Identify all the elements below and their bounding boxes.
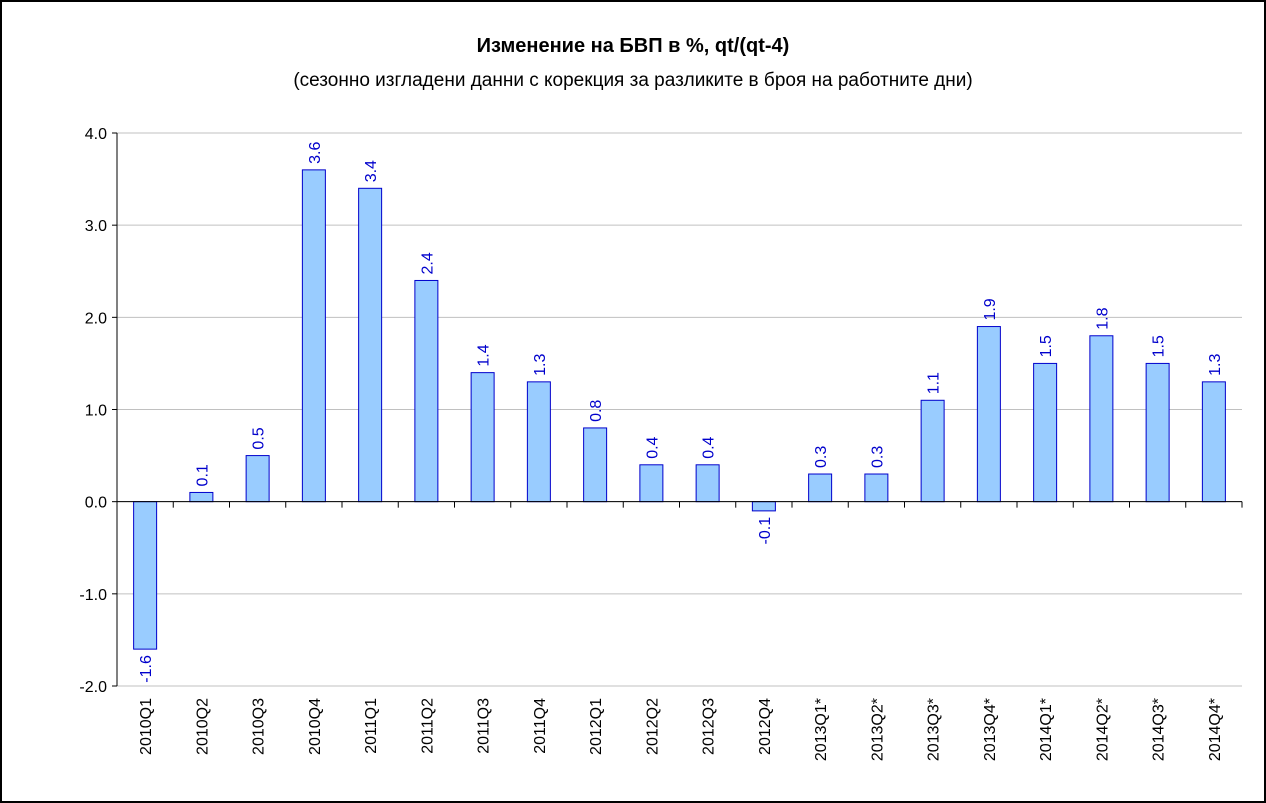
x-tick-label: 2011Q4 bbox=[532, 698, 549, 754]
value-label: 2.4 bbox=[419, 252, 436, 274]
bar bbox=[808, 473, 833, 503]
x-tick-label: 2013Q2* bbox=[869, 698, 886, 761]
bar bbox=[976, 326, 1001, 503]
x-tick-label: 2014Q1* bbox=[1038, 698, 1055, 761]
value-label: 1.3 bbox=[1207, 354, 1224, 376]
bar bbox=[864, 473, 889, 503]
bar bbox=[1145, 362, 1170, 503]
value-label: 0.4 bbox=[701, 436, 718, 458]
value-label: 3.4 bbox=[363, 160, 380, 182]
chart-subtitle: (сезонно изгладени данни с корекция за р… bbox=[293, 70, 972, 91]
x-tick-label: 2014Q4* bbox=[1207, 698, 1224, 761]
x-tick-label: 2013Q3* bbox=[926, 698, 943, 761]
x-tick-label: 2010Q3 bbox=[251, 698, 268, 755]
y-tick-label: -2.0 bbox=[79, 679, 107, 696]
x-tick-label: 2010Q4 bbox=[307, 698, 324, 755]
x-tick-label: 2011Q2 bbox=[419, 698, 436, 754]
chart-title: Изменение на БВП в %, qt/(qt-4) bbox=[477, 35, 790, 57]
bar bbox=[1201, 381, 1226, 503]
value-label: 0.3 bbox=[813, 446, 830, 468]
value-label: 0.1 bbox=[194, 464, 211, 486]
value-label: 1.4 bbox=[476, 344, 493, 366]
bar bbox=[301, 169, 326, 503]
value-label: -1.6 bbox=[138, 655, 155, 683]
bar bbox=[414, 279, 439, 503]
value-label: 1.9 bbox=[982, 298, 999, 320]
bar bbox=[695, 464, 720, 503]
bar bbox=[526, 381, 551, 503]
bar bbox=[1089, 335, 1114, 503]
value-label: 1.5 bbox=[1038, 335, 1055, 357]
x-tick-label: 2012Q1 bbox=[588, 698, 605, 755]
bar bbox=[1033, 362, 1058, 503]
x-tick-label: 2010Q1 bbox=[138, 698, 155, 755]
bar bbox=[751, 501, 776, 512]
value-label: 1.3 bbox=[532, 354, 549, 376]
y-tick-label: 4.0 bbox=[85, 126, 107, 143]
value-label: 1.1 bbox=[926, 372, 943, 394]
y-tick-label: 1.0 bbox=[85, 403, 107, 420]
value-label: 0.5 bbox=[251, 427, 268, 449]
x-tick-label: 2013Q1* bbox=[813, 698, 830, 761]
x-tick-label: 2010Q2 bbox=[194, 698, 211, 755]
value-label: 1.8 bbox=[1094, 307, 1111, 329]
value-label: 0.8 bbox=[588, 400, 605, 422]
y-tick-label: 2.0 bbox=[85, 310, 107, 327]
bar bbox=[920, 399, 945, 503]
x-tick-label: 2013Q4* bbox=[982, 698, 999, 761]
bar bbox=[189, 491, 214, 503]
x-tick-label: 2011Q3 bbox=[476, 698, 493, 754]
bar bbox=[583, 427, 608, 503]
value-label: 0.4 bbox=[644, 436, 661, 458]
value-label: 0.3 bbox=[869, 446, 886, 468]
value-label: 3.6 bbox=[307, 142, 324, 164]
bar bbox=[358, 187, 383, 503]
x-tick-label: 2012Q2 bbox=[644, 698, 661, 755]
x-tick-label: 2011Q1 bbox=[363, 698, 380, 754]
value-label: 1.5 bbox=[1151, 335, 1168, 357]
y-tick-label: 3.0 bbox=[85, 218, 107, 235]
bar bbox=[470, 372, 495, 503]
value-label: -0.1 bbox=[757, 517, 774, 545]
x-tick-label: 2014Q2* bbox=[1094, 698, 1111, 761]
x-tick-label: 2012Q3 bbox=[701, 698, 718, 755]
bar bbox=[639, 464, 664, 503]
y-tick-label: -1.0 bbox=[79, 587, 107, 604]
bar bbox=[245, 455, 270, 503]
y-tick-label: 0.0 bbox=[85, 495, 107, 512]
bar bbox=[133, 501, 158, 650]
x-tick-label: 2014Q3* bbox=[1151, 698, 1168, 761]
x-tick-label: 2012Q4 bbox=[757, 698, 774, 755]
